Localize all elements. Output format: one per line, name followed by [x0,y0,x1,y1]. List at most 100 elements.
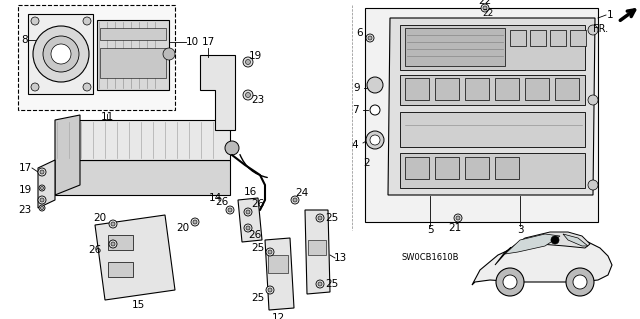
Circle shape [588,180,598,190]
Text: 19: 19 [19,185,31,195]
Circle shape [193,220,197,224]
Text: 9: 9 [354,83,360,93]
Circle shape [316,214,324,222]
Circle shape [111,242,115,246]
Circle shape [83,17,91,25]
Text: 20: 20 [177,223,189,233]
Bar [530,30,546,46]
Circle shape [109,240,117,248]
Text: 26: 26 [248,230,262,240]
Text: 24: 24 [296,188,308,198]
Circle shape [246,60,250,64]
Circle shape [109,220,117,228]
Bar [555,78,579,100]
Polygon shape [55,120,230,160]
Circle shape [111,222,115,226]
Circle shape [31,83,39,91]
Circle shape [293,198,297,202]
Text: 15: 15 [131,300,145,310]
Circle shape [244,224,252,232]
Circle shape [31,17,39,25]
Circle shape [456,216,460,220]
Text: 25: 25 [325,279,339,289]
Text: 25: 25 [252,293,264,303]
Text: 3: 3 [516,225,524,235]
Text: 2: 2 [364,158,371,168]
Circle shape [243,57,253,67]
Polygon shape [388,18,595,195]
Bar [495,78,519,100]
Polygon shape [305,210,330,294]
Polygon shape [365,8,598,222]
Polygon shape [200,55,235,130]
Text: 22: 22 [483,10,493,19]
Circle shape [39,185,45,191]
Text: 17: 17 [202,37,214,47]
Circle shape [588,95,598,105]
Bar [400,153,585,188]
Text: 4: 4 [352,140,358,150]
Text: 6: 6 [356,28,364,38]
Text: 22: 22 [478,0,492,6]
Bar [435,157,459,179]
Bar [308,240,326,255]
Circle shape [496,268,524,296]
Text: SW0CB1610B: SW0CB1610B [401,254,459,263]
Polygon shape [563,234,588,246]
Polygon shape [472,240,612,285]
Polygon shape [495,232,590,265]
Circle shape [454,214,462,222]
Polygon shape [55,115,80,195]
Text: 16: 16 [243,187,257,197]
Circle shape [370,135,380,145]
Circle shape [40,206,44,210]
Bar [97,20,169,90]
Text: 26: 26 [252,199,264,209]
Polygon shape [238,198,262,242]
Bar [400,75,585,105]
Bar [495,157,519,179]
Bar [525,78,549,100]
Text: 23: 23 [19,205,31,215]
Text: 7: 7 [352,105,358,115]
Circle shape [367,77,383,93]
Bar [108,235,133,250]
Circle shape [503,275,517,289]
Text: 1: 1 [607,10,613,20]
Polygon shape [55,160,230,195]
Circle shape [318,216,322,220]
Circle shape [318,282,322,286]
Bar [100,28,166,40]
Polygon shape [38,160,55,208]
Circle shape [246,226,250,230]
Circle shape [228,208,232,212]
Text: 12: 12 [271,313,285,319]
Bar [405,157,429,179]
Polygon shape [505,234,560,254]
Text: 14: 14 [209,193,221,203]
Circle shape [225,141,239,155]
Circle shape [40,170,44,174]
Text: 21: 21 [449,223,461,233]
Circle shape [316,280,324,288]
Circle shape [483,6,487,10]
Circle shape [370,105,380,115]
Circle shape [39,205,45,211]
Bar [510,30,526,46]
Circle shape [291,196,299,204]
Circle shape [40,187,44,189]
Bar [100,48,166,78]
Bar [108,262,133,277]
Circle shape [244,208,252,216]
Text: 25: 25 [252,243,264,253]
Circle shape [38,168,46,176]
Bar [28,14,93,94]
Circle shape [566,268,594,296]
Circle shape [33,26,89,82]
Circle shape [266,286,274,294]
Text: FR.: FR. [593,24,608,34]
Circle shape [43,36,79,72]
Circle shape [573,275,587,289]
Circle shape [40,198,44,202]
Circle shape [551,236,559,244]
